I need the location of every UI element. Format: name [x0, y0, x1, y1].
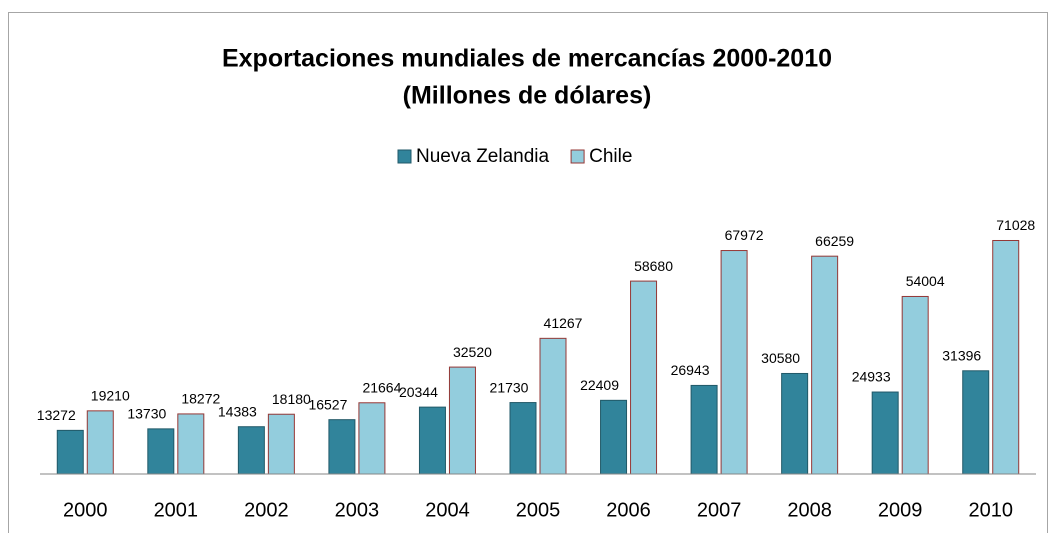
bar — [509, 402, 537, 475]
x-tick-label: 2000 — [63, 499, 108, 521]
value-label: 18272 — [181, 391, 220, 407]
bar — [690, 384, 718, 475]
chart-subtitle: (Millones de dólares) — [403, 82, 652, 110]
value-label: 13730 — [127, 406, 166, 422]
chart-border — [8, 12, 1048, 533]
bar — [871, 391, 899, 475]
value-label: 32520 — [453, 344, 492, 360]
value-label: 58680 — [634, 258, 673, 274]
value-label: 54004 — [906, 273, 945, 289]
x-tick-label: 2001 — [154, 499, 199, 521]
bar — [448, 366, 476, 475]
value-label: 71028 — [996, 217, 1035, 233]
value-label: 30580 — [761, 350, 800, 366]
bar — [630, 280, 658, 475]
value-label: 19210 — [91, 388, 130, 404]
bar — [600, 399, 628, 475]
bar — [811, 255, 839, 475]
bar — [781, 372, 809, 475]
value-label: 13272 — [37, 407, 76, 423]
chart-title: Exportaciones mundiales de mercancías 20… — [222, 45, 832, 73]
bar — [177, 413, 205, 475]
x-tick-label: 2002 — [244, 499, 289, 521]
value-label: 66259 — [815, 233, 854, 249]
x-tick-label: 2010 — [968, 499, 1013, 521]
bar — [237, 426, 265, 475]
x-tick-label: 2008 — [787, 499, 832, 521]
legend-label: Chile — [589, 146, 632, 167]
value-label: 67972 — [725, 227, 764, 243]
value-label: 18180 — [272, 391, 311, 407]
bar — [86, 410, 114, 475]
bar — [267, 413, 295, 475]
x-tick-label: 2005 — [516, 499, 561, 521]
bar — [147, 428, 175, 475]
value-label: 24933 — [852, 369, 891, 385]
bar — [539, 337, 567, 475]
legend-swatch — [570, 149, 585, 164]
value-label: 21664 — [362, 379, 401, 395]
value-label: 26943 — [671, 362, 710, 378]
bar — [901, 295, 929, 475]
legend-swatch — [397, 149, 412, 164]
value-label: 22409 — [580, 377, 619, 393]
value-label: 14383 — [218, 403, 257, 419]
value-label: 21730 — [490, 379, 529, 395]
bar — [720, 250, 748, 475]
bar — [962, 370, 990, 475]
x-tick-label: 2007 — [697, 499, 742, 521]
value-label: 31396 — [942, 347, 981, 363]
x-tick-label: 2009 — [878, 499, 923, 521]
value-label: 41267 — [544, 315, 583, 331]
x-tick-label: 2006 — [606, 499, 651, 521]
bar — [992, 239, 1020, 475]
value-label: 20344 — [399, 384, 438, 400]
x-tick-label: 2003 — [335, 499, 380, 521]
x-tick-label: 2004 — [425, 499, 470, 521]
legend-label: Nueva Zelandia — [416, 146, 550, 167]
bar — [358, 402, 386, 475]
bar — [328, 419, 356, 475]
value-label: 16527 — [308, 396, 347, 412]
bar — [418, 406, 446, 475]
bar — [56, 429, 84, 475]
